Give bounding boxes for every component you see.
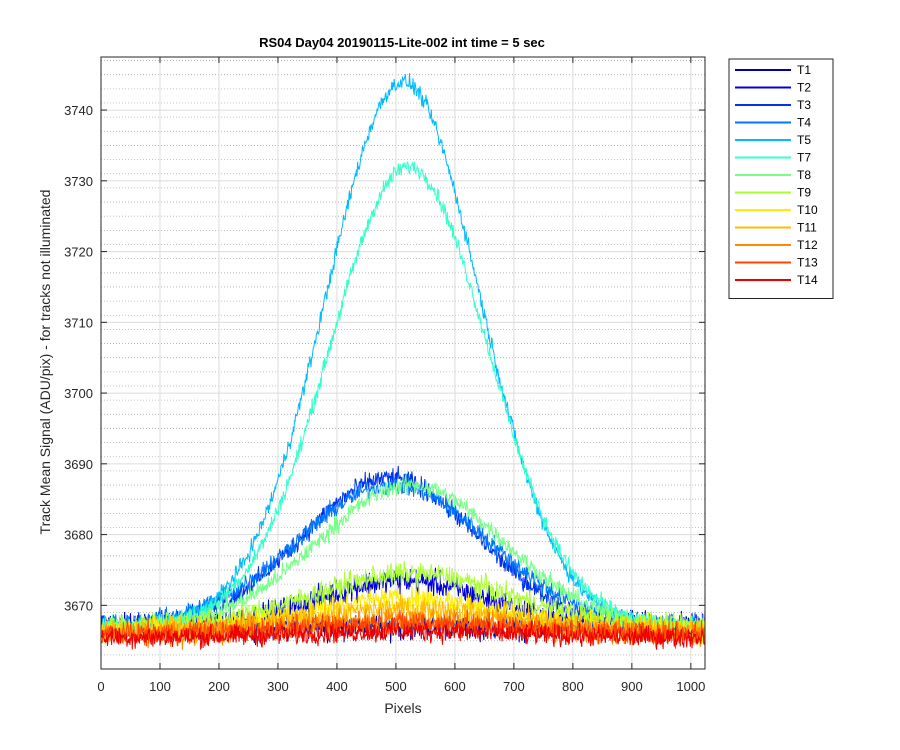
legend-label-t1: T1: [797, 63, 811, 77]
legend-label-t3: T3: [797, 98, 811, 112]
series-line-t8: [101, 474, 705, 635]
legend-label-t12: T12: [797, 238, 818, 252]
axes-background: [101, 57, 705, 669]
legend-label-t4: T4: [797, 116, 811, 130]
series-group: [101, 73, 705, 651]
y-tick-label: 3740: [64, 103, 93, 118]
series-line-t12: [101, 607, 705, 650]
legend-label-t2: T2: [797, 81, 811, 95]
axes-frame: [100, 56, 706, 670]
y-tick-label: 3720: [64, 245, 93, 260]
series-line-t14: [101, 618, 705, 651]
legend-label-t9: T9: [797, 186, 811, 200]
x-tick-label: 600: [444, 679, 466, 694]
legend-label-t7: T7: [797, 151, 811, 165]
y-tick-label: 3730: [64, 174, 93, 189]
y-tick-label: 3690: [64, 457, 93, 472]
y-tick-label: 3710: [64, 315, 93, 330]
x-tick-label: 1000: [676, 679, 705, 694]
y-tick-label: 3680: [64, 528, 93, 543]
x-tick-label: 300: [267, 679, 289, 694]
legend-label-t8: T8: [797, 168, 811, 182]
legend-label-t11: T11: [797, 221, 817, 235]
x-tick-label: 100: [149, 679, 171, 694]
y-tick-label: 3670: [64, 598, 93, 613]
x-tick-label: 0: [97, 679, 104, 694]
series-line-t7: [101, 161, 705, 637]
chart-title: RS04 Day04 20190115-Lite-002 int time = …: [259, 35, 545, 50]
x-tick-label: 900: [621, 679, 643, 694]
legend-label-t14: T14: [797, 273, 818, 287]
y-axis-label: Track Mean Signal (ADU/pix) - for tracks…: [37, 190, 53, 535]
x-tick-label: 700: [503, 679, 525, 694]
x-tick-label: 200: [208, 679, 230, 694]
x-tick-label: 800: [562, 679, 584, 694]
x-tick-label: 400: [326, 679, 348, 694]
plot-area: 0 100 200 300 400 500 600 700 800 900 1000 3670 3680…: [64, 56, 706, 694]
legend-label-t10: T10: [797, 203, 818, 217]
legend-box: [728, 58, 834, 299]
x-axis-label: Pixels: [384, 700, 421, 716]
legend-label-t5: T5: [797, 133, 811, 147]
legend: T1 T2 T3 T4 T5 T7 T8 T9 T10 T11 T12 T13 T14: [728, 58, 834, 299]
y-tick-label: 3700: [64, 386, 93, 401]
x-tick-label: 500: [385, 679, 407, 694]
legend-label-t13: T13: [797, 256, 818, 270]
